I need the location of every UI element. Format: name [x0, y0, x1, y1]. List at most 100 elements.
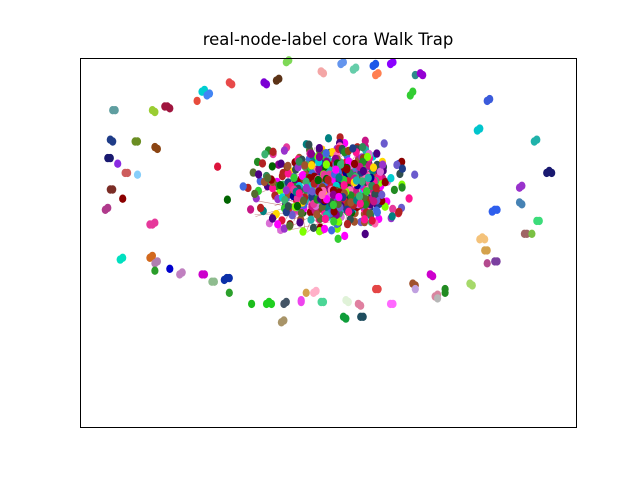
data-point: [334, 234, 342, 243]
data-point: [153, 257, 161, 266]
data-point: [280, 146, 288, 155]
data-point: [483, 246, 491, 255]
data-point: [329, 190, 337, 199]
data-point: [324, 175, 332, 185]
data-point: [535, 216, 543, 226]
data-point: [296, 218, 304, 227]
data-point: [153, 144, 161, 154]
data-point: [293, 201, 301, 211]
data-point: [268, 214, 277, 223]
data-point: [148, 251, 156, 261]
data-point: [360, 215, 369, 224]
data-point: [268, 162, 276, 171]
data-point: [298, 171, 306, 180]
data-point: [280, 224, 288, 233]
data-point: [267, 299, 276, 309]
data-point: [330, 217, 338, 226]
data-point: [332, 165, 340, 174]
data-point: [258, 159, 267, 168]
data-point: [151, 107, 159, 117]
data-point: [393, 160, 401, 170]
data-point: [345, 207, 353, 216]
data-point: [274, 220, 282, 229]
data-point: [355, 192, 364, 201]
data-point: [341, 231, 349, 241]
data-point: [373, 206, 381, 215]
data-point: [315, 144, 323, 153]
data-point: [260, 78, 268, 87]
data-point: [429, 272, 437, 281]
data-point: [411, 284, 419, 294]
data-point: [350, 159, 359, 169]
data-point: [251, 189, 259, 199]
data-point: [434, 294, 442, 303]
data-point: [343, 165, 351, 174]
data-point: [337, 160, 345, 169]
data-points: [101, 56, 556, 327]
data-point: [329, 200, 337, 210]
data-point: [363, 152, 372, 162]
data-point: [301, 161, 309, 170]
data-point: [405, 194, 413, 203]
data-point: [358, 177, 366, 186]
data-point: [347, 198, 355, 207]
data-point: [285, 56, 293, 65]
chart-title: real-node-label cora Walk Trap: [202, 30, 454, 49]
data-point: [225, 288, 233, 297]
data-point: [307, 149, 315, 158]
data-point: [322, 160, 330, 169]
data-point: [352, 176, 361, 185]
data-point: [528, 229, 536, 238]
data-point: [411, 170, 419, 179]
data-point: [374, 284, 382, 294]
data-point: [387, 174, 395, 183]
data-point: [359, 143, 367, 152]
data-point: [441, 288, 449, 297]
data-point: [335, 192, 343, 202]
data-point: [493, 257, 501, 266]
data-point: [395, 207, 403, 217]
data-point: [373, 149, 381, 158]
data-point: [409, 87, 417, 96]
data-point: [203, 91, 211, 100]
data-point: [255, 170, 263, 179]
data-point: [369, 163, 378, 172]
data-point: [349, 144, 357, 153]
data-point: [335, 173, 343, 182]
data-point: [119, 253, 127, 262]
data-point: [476, 124, 484, 133]
data-point: [366, 209, 374, 218]
data-point: [133, 137, 142, 146]
data-point: [249, 168, 257, 177]
data-point: [324, 134, 333, 143]
data-point: [286, 221, 294, 230]
data-point: [390, 185, 398, 195]
data-point: [223, 195, 231, 204]
data-point: [288, 211, 296, 220]
data-point: [305, 140, 313, 149]
data-point: [330, 207, 338, 216]
data-point: [370, 197, 378, 206]
data-point: [359, 312, 367, 321]
data-point: [388, 212, 396, 221]
data-point: [321, 214, 329, 224]
data-point: [398, 164, 406, 173]
data-point: [493, 205, 501, 214]
data-point: [318, 190, 326, 200]
data-point: [124, 168, 132, 178]
data-point: [468, 281, 476, 290]
data-point: [239, 182, 247, 191]
data-point: [389, 299, 397, 309]
data-point: [378, 190, 386, 199]
data-point: [368, 216, 376, 225]
data-point: [161, 102, 169, 111]
data-point: [247, 205, 255, 214]
data-point: [376, 167, 384, 176]
data-point: [276, 181, 285, 190]
data-point: [109, 185, 117, 194]
data-point: [389, 58, 397, 67]
data-point: [282, 186, 290, 195]
data-point: [119, 194, 127, 203]
data-point: [533, 135, 541, 144]
